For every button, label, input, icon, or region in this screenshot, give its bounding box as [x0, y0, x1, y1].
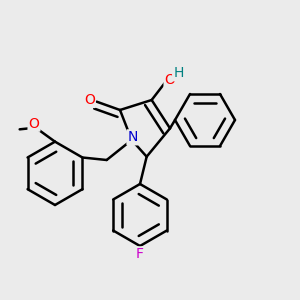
Text: O: O [165, 73, 176, 87]
Text: O: O [28, 117, 39, 131]
Text: N: N [128, 130, 138, 144]
Text: O: O [84, 93, 95, 107]
Text: H: H [173, 66, 184, 80]
Text: F: F [136, 247, 144, 261]
